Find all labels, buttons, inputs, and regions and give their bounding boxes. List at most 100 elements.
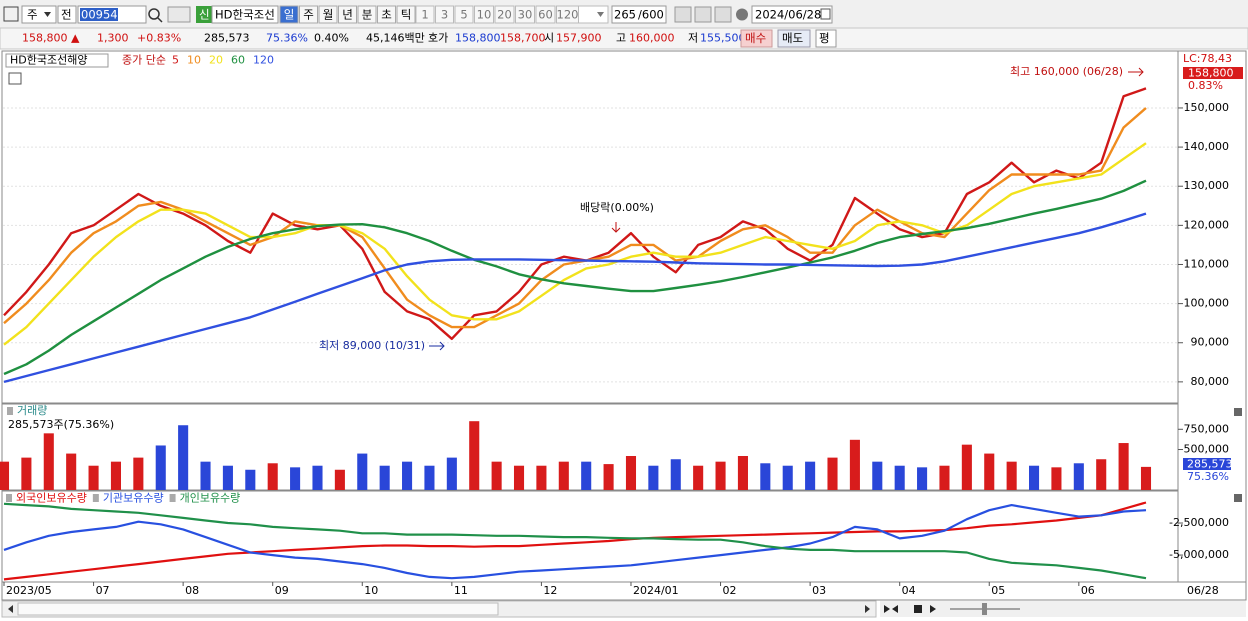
period-button-box[interactable]	[357, 5, 377, 24]
interval-button-box[interactable]	[415, 5, 435, 24]
play-controls[interactable]	[884, 605, 898, 613]
volume-bar	[424, 465, 435, 490]
x-tick-label: 12	[543, 584, 557, 597]
volume-bar	[760, 463, 771, 490]
period-button[interactable]: 일	[284, 8, 295, 22]
last-price-label: 158,800	[1188, 67, 1234, 80]
period-button-box[interactable]	[377, 5, 396, 24]
y-tick-label: 140,000	[1184, 140, 1230, 153]
high-arrow	[1128, 67, 1144, 77]
period-button[interactable]: 년	[342, 8, 353, 22]
stock-name[interactable]: HD한국조선	[215, 8, 275, 22]
period-button[interactable]: 초	[381, 8, 392, 22]
interval-button[interactable]: 30	[518, 8, 533, 22]
tool-icon[interactable]	[694, 6, 712, 23]
volume-bar	[133, 457, 144, 490]
table-icon[interactable]	[8, 72, 22, 85]
count-max: /600	[638, 8, 664, 22]
period-button[interactable]: 분	[362, 8, 373, 22]
y-tick-label: -2,500,000	[1169, 516, 1229, 529]
prev-button[interactable]: 전	[61, 8, 72, 22]
zoom-thumb[interactable]	[982, 603, 987, 615]
interval-button[interactable]: 3	[441, 8, 448, 22]
legend-marker	[92, 494, 99, 502]
interval-button[interactable]: 120	[557, 8, 579, 22]
x-tick-label: 11	[454, 584, 468, 597]
interval-button[interactable]: 20	[497, 8, 512, 22]
buy-box[interactable]	[740, 29, 773, 48]
name-box[interactable]	[211, 5, 279, 24]
volume-subtitle: 285,573주(75.36%)	[8, 418, 114, 431]
scroll-thumb[interactable]	[17, 602, 499, 616]
count-box[interactable]	[611, 5, 667, 24]
interval-button-box[interactable]	[535, 5, 556, 24]
volume-bar	[961, 444, 972, 490]
sound-button[interactable]	[167, 6, 191, 23]
interval-button[interactable]: 10	[477, 8, 492, 22]
sell-box[interactable]	[777, 29, 811, 48]
x-tick-label: 10	[364, 584, 378, 597]
period-button-box[interactable]	[299, 5, 318, 24]
interval-button[interactable]: 1	[421, 8, 428, 22]
date-box[interactable]	[751, 5, 833, 24]
period-button[interactable]: 틱	[401, 8, 412, 22]
low: 155,500	[700, 32, 746, 45]
period-type[interactable]: 주	[27, 8, 38, 22]
search-icon[interactable]	[148, 8, 160, 20]
volume-bar	[693, 465, 704, 490]
change-rate: +0.83%	[137, 32, 181, 45]
interval-button-box[interactable]	[454, 5, 474, 24]
tool-icon[interactable]	[674, 6, 692, 23]
interval-button-box[interactable]	[515, 5, 535, 24]
sell-button[interactable]: 매도	[782, 31, 803, 45]
period-button-box[interactable]	[338, 5, 357, 24]
high-annotation: 최고 160,000 (06/28)	[1010, 65, 1123, 78]
scroll-right[interactable]	[865, 605, 870, 613]
series-line	[3, 87, 1147, 340]
volume-bar	[984, 453, 995, 490]
period-button[interactable]: 월	[323, 8, 334, 22]
calendar-icon[interactable]	[820, 8, 831, 20]
scroll-left[interactable]	[8, 605, 13, 613]
avg-box[interactable]	[815, 29, 837, 48]
panel-close[interactable]	[1234, 408, 1242, 416]
interval-button-box[interactable]	[435, 5, 454, 24]
volume-bar	[334, 469, 345, 490]
period-button-box[interactable]	[318, 5, 338, 24]
x-tick-label: 09	[275, 584, 289, 597]
volume-bar	[939, 465, 950, 490]
forward-control[interactable]	[930, 605, 936, 613]
volume-bar	[222, 465, 233, 490]
stock-code[interactable]: 009540	[81, 8, 125, 22]
interval-button-box[interactable]	[494, 5, 515, 24]
settings-icon[interactable]	[736, 8, 748, 21]
stop-control[interactable]	[914, 605, 922, 613]
period-button-box[interactable]	[396, 5, 416, 24]
buy-button[interactable]: 매수	[745, 31, 766, 45]
period-type-box[interactable]	[21, 5, 57, 24]
avg-button[interactable]: 평	[819, 31, 830, 45]
y-tick-label: 80,000	[1191, 375, 1230, 388]
volume-bar	[1029, 465, 1040, 490]
price: 158,800 ▲	[22, 32, 80, 45]
panel-close[interactable]	[1234, 494, 1242, 502]
change-label: 0.83%	[1188, 79, 1223, 92]
interval-button-box[interactable]	[556, 5, 579, 24]
prev-box[interactable]	[57, 5, 77, 24]
count[interactable]: 265	[614, 8, 636, 22]
interval-button[interactable]: 60	[538, 8, 553, 22]
save-icon[interactable]	[714, 6, 732, 23]
corner-label: LC:78,43	[1183, 52, 1232, 65]
interval-button-box[interactable]	[474, 5, 494, 24]
period-button[interactable]: 주	[303, 8, 314, 22]
period-button-box[interactable]	[279, 5, 299, 24]
chart-title: HD한국조선해양	[10, 53, 87, 67]
date[interactable]: 2024/06/28	[755, 8, 821, 22]
series-line	[3, 502, 1147, 580]
interval-button[interactable]: 5	[460, 8, 467, 22]
menu-icon[interactable]	[3, 6, 19, 22]
volume-bar	[782, 465, 793, 490]
series-line	[3, 504, 1147, 580]
y-tick-label: -5,000,000	[1169, 548, 1229, 561]
